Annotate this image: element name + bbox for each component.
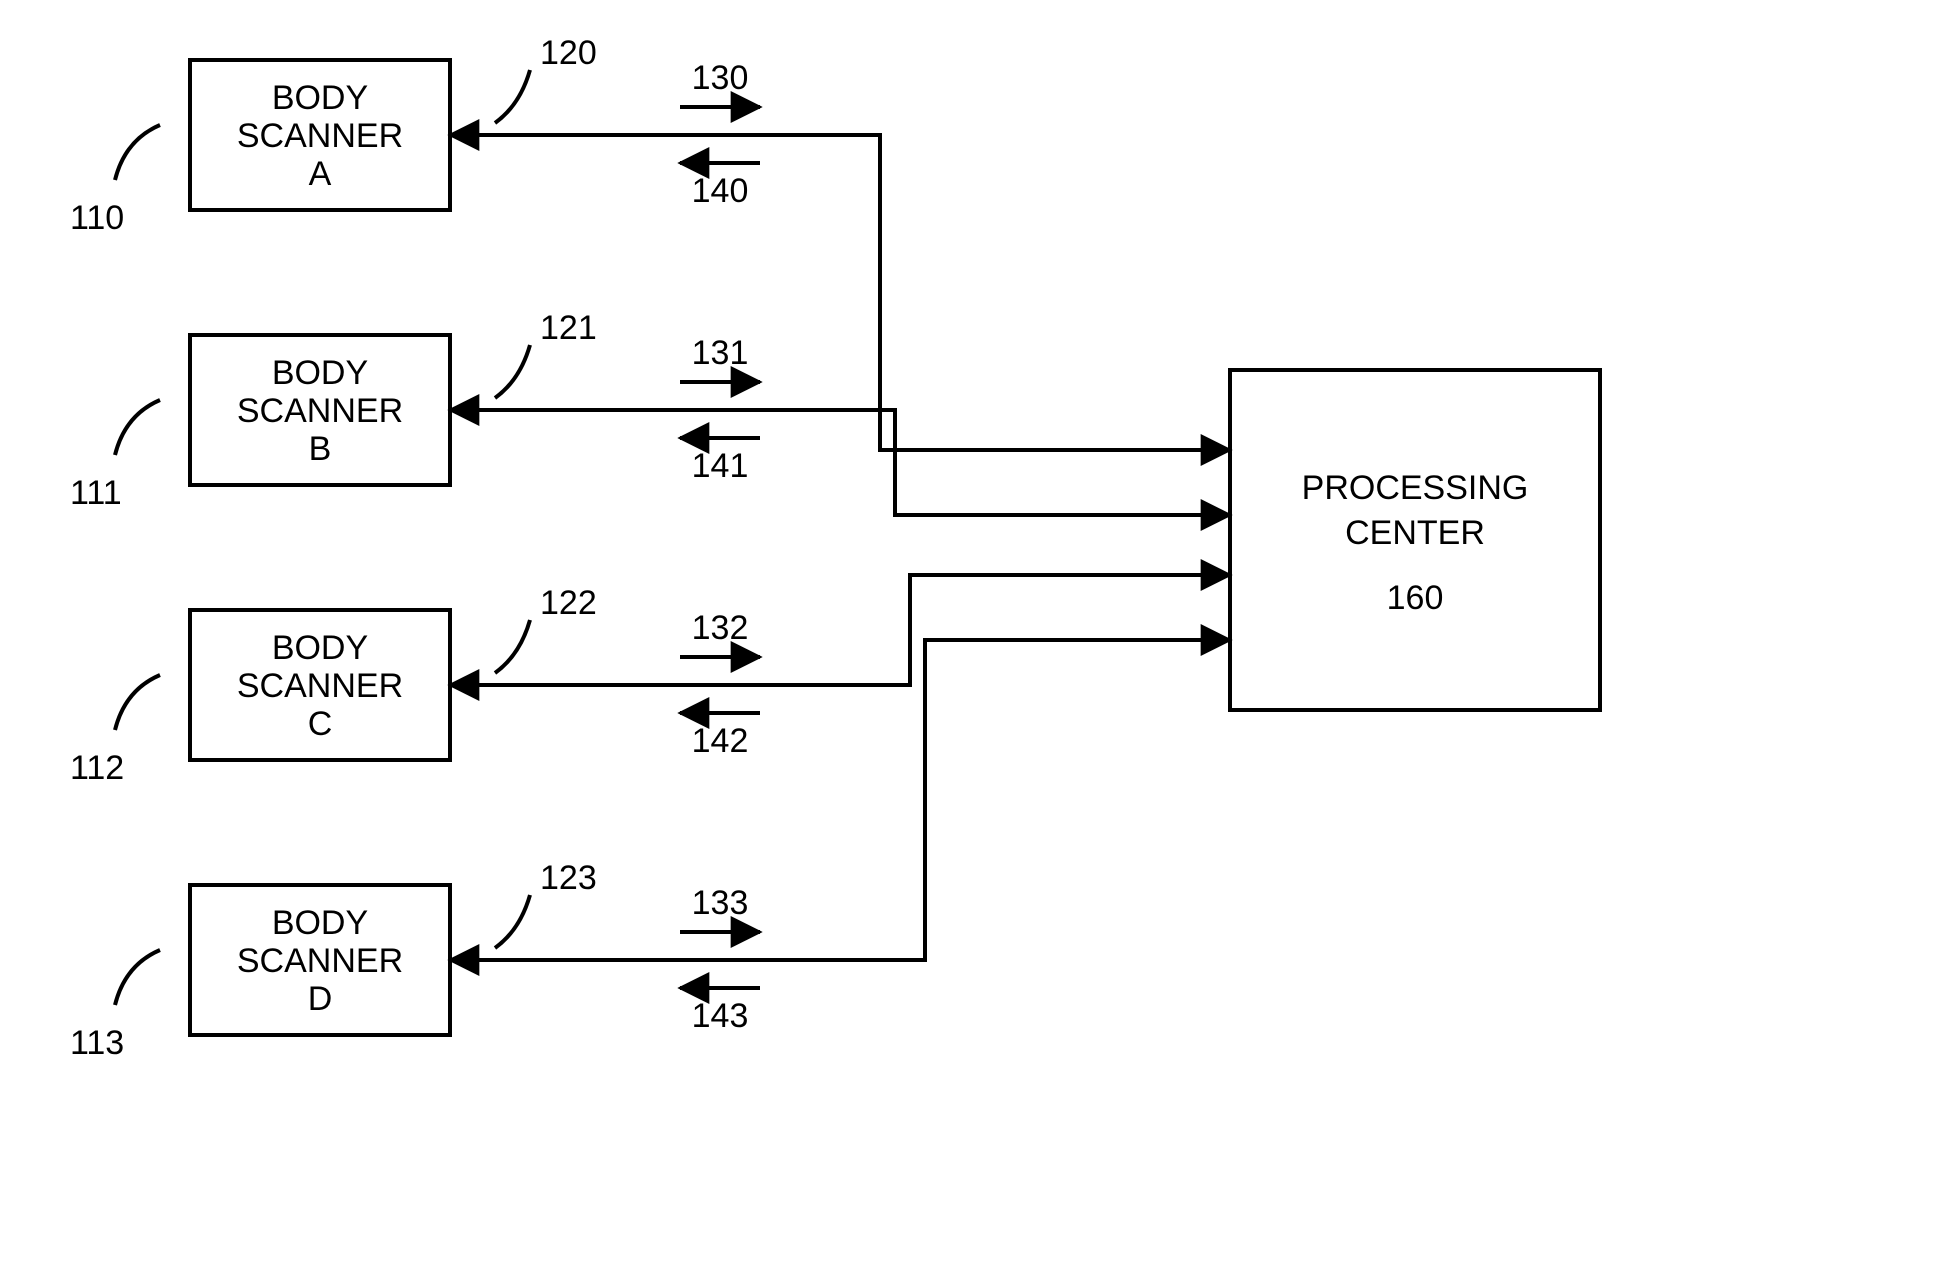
ref-left-0: 110: [70, 199, 124, 237]
svg-text:SCANNER: SCANNER: [237, 942, 403, 980]
ref-out-0: 130: [692, 59, 749, 97]
ref-out-2: 132: [692, 609, 749, 647]
leader-link-1: [495, 345, 530, 398]
ref-in-3: 143: [692, 997, 749, 1035]
leader-left-0: [115, 125, 160, 180]
link-3: [450, 640, 1230, 960]
diagram-canvas: BODYSCANNERA110120BODYSCANNERB111121BODY…: [0, 0, 1941, 1266]
svg-text:BODY: BODY: [272, 79, 368, 117]
svg-text:BODY: BODY: [272, 904, 368, 942]
leader-link-0: [495, 70, 530, 123]
ref-in-0: 140: [692, 172, 749, 210]
svg-text:A: A: [309, 155, 332, 193]
ref-out-3: 133: [692, 884, 749, 922]
leader-link-3: [495, 895, 530, 948]
ref-out-1: 131: [692, 334, 749, 372]
leader-link-2: [495, 620, 530, 673]
processing-center-ref: 160: [1387, 579, 1444, 617]
ref-link-2: 122: [540, 584, 597, 622]
processing-center-label-2: CENTER: [1345, 514, 1485, 552]
svg-text:BODY: BODY: [272, 629, 368, 667]
svg-text:BODY: BODY: [272, 354, 368, 392]
svg-text:D: D: [308, 980, 333, 1018]
ref-link-1: 121: [540, 309, 597, 347]
leader-left-2: [115, 675, 160, 730]
svg-text:C: C: [308, 705, 333, 743]
ref-in-2: 142: [692, 722, 749, 760]
ref-in-1: 141: [692, 447, 749, 485]
link-1: [450, 410, 1230, 515]
processing-center-label-1: PROCESSING: [1302, 469, 1529, 507]
ref-link-3: 123: [540, 859, 597, 897]
svg-text:SCANNER: SCANNER: [237, 667, 403, 705]
ref-link-0: 120: [540, 34, 597, 72]
svg-text:SCANNER: SCANNER: [237, 117, 403, 155]
leader-left-3: [115, 950, 160, 1005]
leader-left-1: [115, 400, 160, 455]
link-0: [450, 135, 1230, 450]
ref-left-3: 113: [70, 1024, 124, 1062]
svg-text:SCANNER: SCANNER: [237, 392, 403, 430]
svg-text:B: B: [309, 430, 332, 468]
ref-left-2: 112: [70, 749, 124, 787]
ref-left-1: 111: [70, 474, 122, 512]
